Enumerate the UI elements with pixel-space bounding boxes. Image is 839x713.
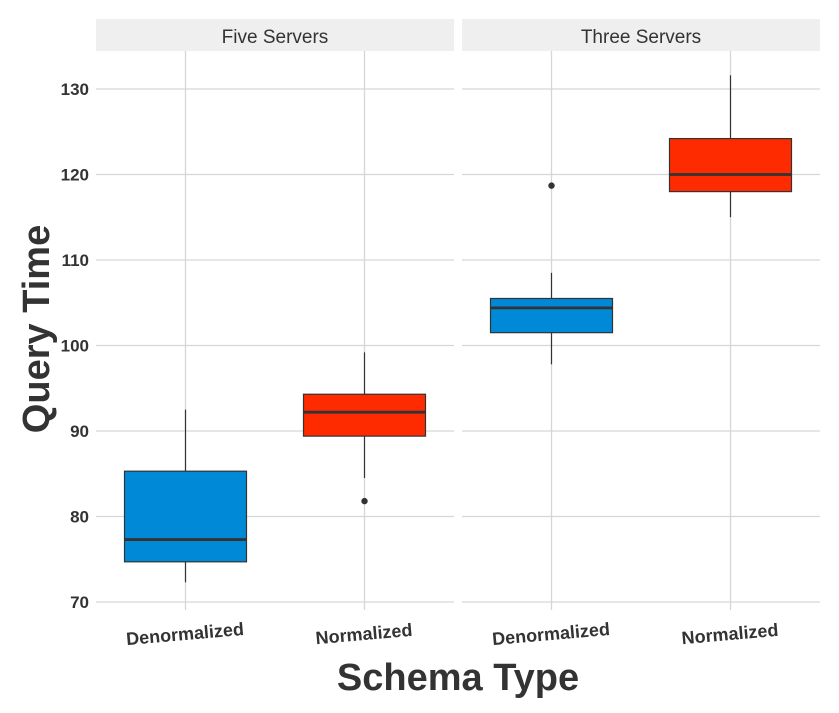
y-tick-label: 110 [62,251,89,270]
box-normalized [302,352,427,505]
facet-panel: Five Servers Denormalized Normalized [96,19,454,649]
box-iqr [123,470,248,563]
box-normalized [668,75,793,218]
box-denormalized [123,409,248,583]
facet-strip [96,19,454,51]
x-tick-label: Normalized [315,620,413,648]
box-iqr [489,297,614,334]
x-tick-label: Denormalized [491,619,610,649]
y-tick-label: 130 [61,80,89,99]
facet-strip-label: Five Servers [222,27,329,48]
outlier-point [361,497,368,505]
y-axis-title: Query Time [16,225,58,433]
y-axis: 70 80 90 100 110 120 130 [61,80,89,612]
facet-strip-label: Three Servers [581,27,701,48]
y-tick-label: 80 [70,508,89,527]
outlier-point [548,182,555,189]
facet-panel: Three Servers Denormalized Normalized [462,19,820,649]
x-tick-label: Denormalized [125,619,244,649]
box-iqr [302,393,427,437]
y-tick-label: 70 [70,593,89,612]
x-axis-title: Schema Type [337,657,579,699]
x-tick-label: Normalized [681,620,779,648]
facet-strip [462,19,820,51]
box-iqr [668,137,793,193]
y-tick-label: 120 [61,166,89,185]
box-denormalized [489,182,614,365]
y-tick-label: 90 [70,422,89,441]
y-tick-label: 100 [61,337,89,356]
